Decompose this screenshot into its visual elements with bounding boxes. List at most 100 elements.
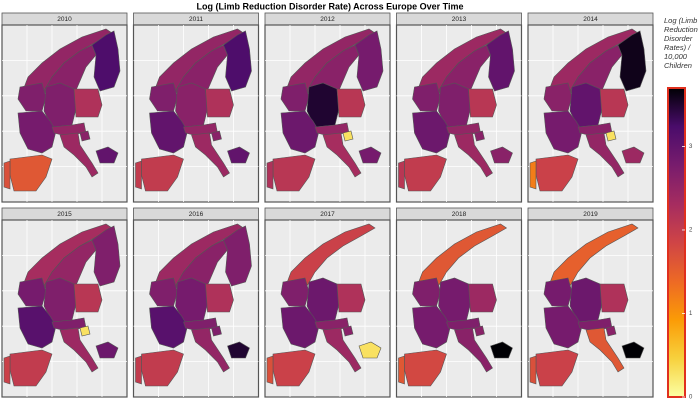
- region: [474, 325, 485, 337]
- region: [3, 160, 11, 190]
- colorbar-tick-label: 3: [689, 144, 693, 150]
- region: [306, 277, 340, 323]
- panel-title: 2014: [583, 16, 598, 23]
- region: [605, 130, 617, 142]
- map: [135, 223, 252, 387]
- region: [490, 146, 513, 164]
- region: [306, 82, 340, 128]
- region: [543, 110, 583, 154]
- region: [91, 225, 121, 287]
- region: [73, 88, 103, 118]
- region: [43, 82, 77, 128]
- region: [205, 88, 234, 118]
- region: [266, 160, 274, 190]
- region: [322, 132, 362, 178]
- region: [227, 146, 250, 164]
- colorbar-tick-label: 0: [689, 395, 693, 401]
- region: [543, 305, 583, 349]
- region: [529, 160, 537, 190]
- region: [529, 355, 537, 385]
- region: [272, 154, 316, 192]
- region: [3, 355, 11, 385]
- region: [17, 305, 57, 349]
- map: [398, 223, 513, 387]
- region: [535, 349, 579, 387]
- region: [223, 225, 252, 287]
- region: [227, 341, 250, 359]
- region: [358, 146, 382, 164]
- region: [95, 341, 119, 359]
- panel-title: 2013: [452, 16, 467, 23]
- region: [149, 110, 188, 154]
- map: [266, 28, 384, 192]
- map: [3, 223, 121, 387]
- region: [547, 223, 639, 293]
- panel-title: 2010: [57, 16, 72, 23]
- region: [79, 130, 91, 142]
- map: [3, 28, 121, 192]
- region: [91, 30, 121, 92]
- panel-title: 2012: [320, 16, 335, 23]
- panel-title: 2019: [583, 211, 598, 218]
- region: [412, 305, 451, 349]
- region: [438, 82, 471, 128]
- colorbar-tick-label: 2: [689, 228, 693, 234]
- region: [322, 327, 362, 373]
- region: [342, 130, 354, 142]
- region: [404, 349, 447, 387]
- region: [73, 283, 103, 313]
- region: [621, 341, 645, 359]
- region: [398, 160, 405, 190]
- region: [272, 349, 316, 387]
- region: [266, 355, 274, 385]
- region: [59, 327, 99, 373]
- region: [617, 30, 647, 92]
- panel-title: 2011: [189, 16, 203, 23]
- region: [141, 154, 184, 192]
- region: [438, 277, 471, 323]
- region: [149, 305, 188, 349]
- region: [43, 277, 77, 323]
- region: [585, 132, 625, 178]
- region: [605, 325, 617, 337]
- region: [284, 223, 376, 293]
- region: [585, 327, 625, 373]
- region: [454, 132, 493, 178]
- region: [569, 82, 603, 128]
- chart-title: Log (Limb Reduction Disorder Rate) Acros…: [196, 1, 463, 11]
- region: [191, 132, 230, 178]
- region: [17, 110, 57, 154]
- region: [175, 82, 208, 128]
- region: [535, 154, 579, 192]
- region: [280, 305, 320, 349]
- panel-title: 2016: [189, 211, 204, 218]
- region: [354, 30, 384, 92]
- region: [404, 154, 447, 192]
- region: [135, 355, 142, 385]
- region: [398, 355, 405, 385]
- panel-title: 2018: [452, 211, 467, 218]
- map: [135, 28, 252, 192]
- region: [79, 325, 91, 337]
- region: [468, 88, 497, 118]
- region: [454, 327, 493, 373]
- map: [266, 223, 382, 387]
- region: [569, 277, 603, 323]
- map: [398, 28, 515, 192]
- region: [342, 325, 354, 337]
- colorbar: [667, 87, 686, 398]
- region: [336, 88, 366, 118]
- map: [529, 28, 647, 192]
- region: [135, 160, 142, 190]
- region: [490, 341, 513, 359]
- region: [95, 146, 119, 164]
- region: [416, 223, 508, 293]
- region: [412, 110, 451, 154]
- panel-title: 2015: [57, 211, 72, 218]
- region: [191, 327, 230, 373]
- region: [9, 349, 53, 387]
- legend-title: Log (Limb Reduction Disorder Rates) / 10…: [664, 16, 698, 70]
- region: [175, 277, 208, 323]
- region: [358, 341, 382, 359]
